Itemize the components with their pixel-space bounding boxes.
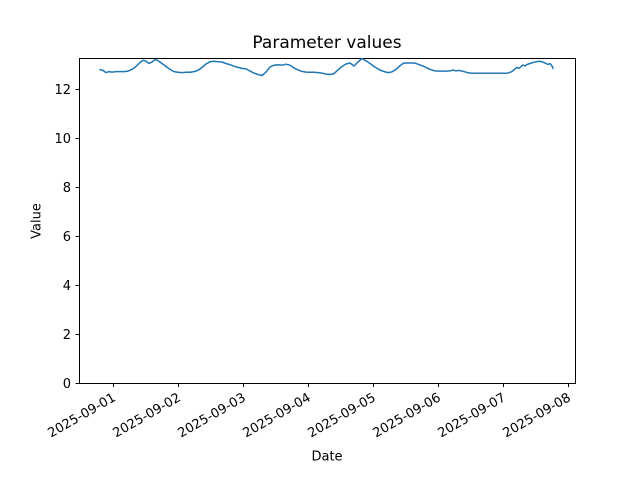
series-line xyxy=(99,57,554,77)
x-tick-label: 2025-09-06 xyxy=(371,390,444,441)
y-tick-label: 8 xyxy=(63,181,71,196)
x-tick-label: 2025-09-04 xyxy=(241,390,314,441)
y-tick-label: 0 xyxy=(63,377,71,392)
x-tick-label: 2025-09-08 xyxy=(501,390,574,441)
axes-spines xyxy=(79,58,576,384)
x-tick-label: 2025-09-02 xyxy=(111,390,184,441)
x-tick-label: 2025-09-05 xyxy=(306,390,379,441)
y-tick-label: 6 xyxy=(63,230,71,245)
x-tick-label: 2025-09-07 xyxy=(436,390,509,441)
y-tick-label: 12 xyxy=(54,83,71,98)
x-axis-label: Date xyxy=(311,449,343,465)
chart-title: Parameter values xyxy=(252,33,402,53)
y-tick-label: 10 xyxy=(54,132,71,147)
x-tick-label: 2025-09-01 xyxy=(46,390,119,441)
y-tick-label: 2 xyxy=(63,328,71,343)
x-tick-label: 2025-09-03 xyxy=(176,390,249,441)
y-tick-label: 4 xyxy=(63,279,71,294)
